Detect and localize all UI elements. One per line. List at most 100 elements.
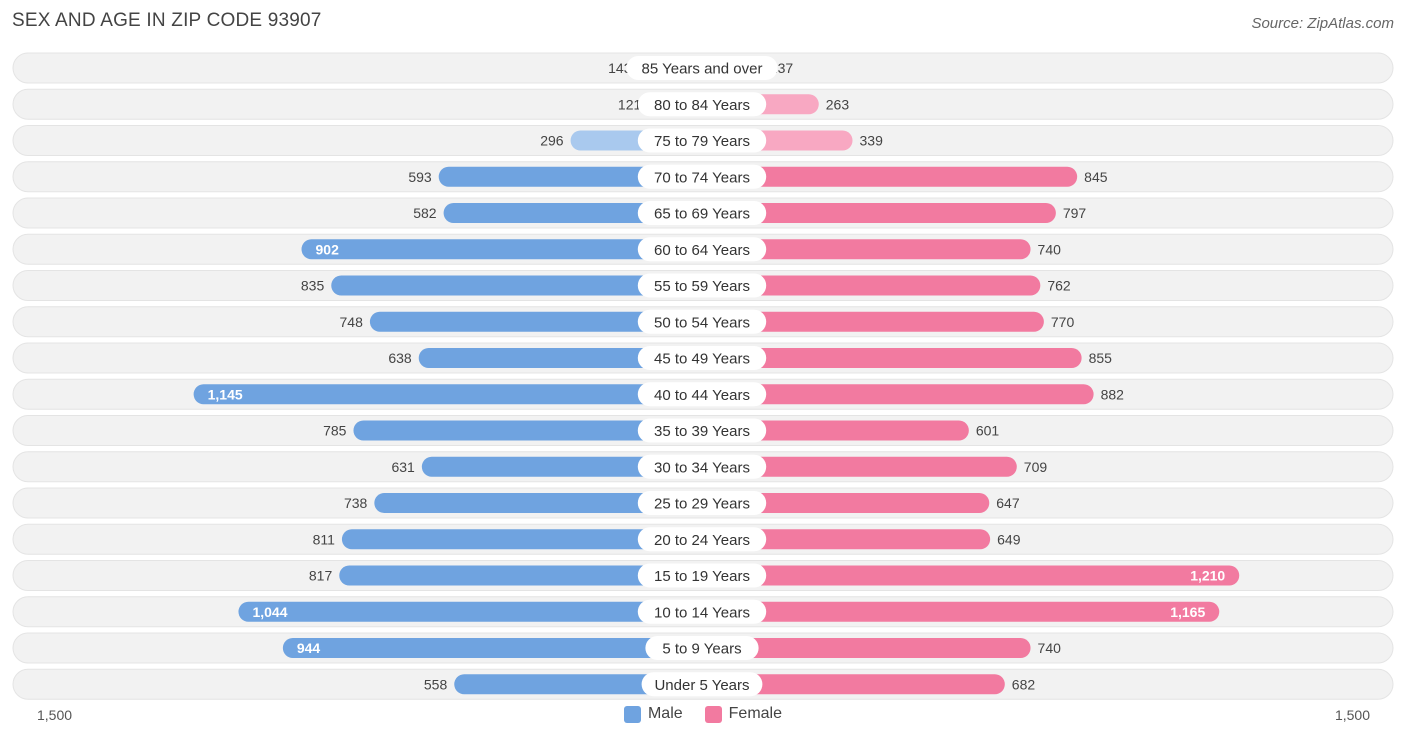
value-label-male-55-to-59-years: 835 — [301, 278, 325, 294]
value-label-male-70-to-74-years: 593 — [408, 169, 432, 185]
value-label-male-80-to-84-years: 121 — [618, 96, 642, 112]
value-label-female-75-to-79-years: 339 — [860, 133, 884, 149]
bar-male-25-to-29-years — [374, 493, 702, 513]
category-pill-under-5-years — [641, 672, 763, 697]
bar-female-70-to-74-years — [702, 166, 1078, 187]
category-label-45-to-49-years: 45 to 49 Years — [654, 351, 750, 368]
value-label-male-65-to-69-years: 582 — [413, 205, 437, 221]
legend-item-male: Male — [623, 705, 683, 723]
bar-male-55-to-59-years — [331, 275, 702, 296]
value-label-female-45-to-49-years: 855 — [1089, 350, 1113, 366]
category-pill-10-to-14-years — [637, 599, 767, 624]
legend-item-female: Female — [704, 705, 782, 723]
value-label-female-25-to-29-years: 647 — [996, 495, 1020, 511]
category-pill-20-to-24-years — [637, 527, 767, 552]
category-pill-35-to-39-years — [637, 418, 767, 443]
value-label-female-55-to-59-years: 762 — [1047, 278, 1071, 294]
category-label-55-to-59-years: 55 to 59 Years — [654, 278, 750, 295]
bar-female-50-to-54-years — [702, 311, 1044, 332]
bar-female-35-to-39-years — [702, 420, 969, 441]
category-label-65-to-69-years: 65 to 69 Years — [654, 206, 750, 223]
legend-label-male: Male — [647, 705, 683, 722]
value-label-female-70-to-74-years: 845 — [1084, 169, 1108, 185]
bar-male-40-to-44-years — [193, 384, 702, 405]
category-pill-5-to-9-years — [645, 636, 759, 660]
category-pill-45-to-49-years — [637, 346, 767, 370]
bar-male-10-to-14-years — [238, 601, 703, 622]
bar-female-5-to-9-years — [702, 638, 1031, 658]
category-label-10-to-14-years: 10 to 14 Years — [654, 604, 750, 621]
bar-female-under-5-years — [702, 674, 1005, 695]
value-label-female-30-to-34-years: 709 — [1024, 459, 1048, 475]
value-label-male-85-years-and-over: 143 — [608, 60, 632, 76]
category-pill-15-to-19-years — [637, 563, 767, 588]
category-pill-40-to-44-years — [637, 382, 767, 407]
category-pill-50-to-54-years — [637, 309, 767, 334]
bar-male-45-to-49-years — [418, 348, 702, 368]
category-pill-25-to-29-years — [637, 491, 767, 515]
value-label-female-10-to-14-years: 1,165 — [1170, 604, 1205, 620]
bar-female-10-to-14-years — [702, 601, 1220, 622]
value-label-male-30-to-34-years: 631 — [391, 459, 415, 475]
bar-female-55-to-59-years — [702, 275, 1041, 296]
category-label-35-to-39-years: 35 to 39 Years — [654, 423, 750, 440]
bar-male-20-to-24-years — [341, 529, 702, 550]
legend-swatch-male — [623, 705, 641, 723]
value-label-male-60-to-64-years: 902 — [316, 241, 340, 257]
category-label-30-to-34-years: 30 to 34 Years — [654, 459, 750, 476]
category-pill-65-to-69-years — [637, 201, 767, 225]
category-label-50-to-54-years: 50 to 54 Years — [654, 314, 750, 331]
value-label-male-15-to-19-years: 817 — [309, 568, 333, 584]
bar-female-60-to-64-years — [702, 239, 1031, 260]
value-label-male-10-to-14-years: 1,044 — [252, 604, 287, 620]
value-label-male-50-to-54-years: 748 — [340, 314, 364, 330]
value-label-female-20-to-24-years: 649 — [997, 531, 1021, 547]
value-label-male-75-to-79-years: 296 — [540, 133, 564, 149]
value-label-female-60-to-64-years: 740 — [1038, 241, 1062, 257]
category-pill-55-to-59-years — [637, 273, 767, 298]
chart-title: SEX AND AGE IN ZIP CODE 93907 — [12, 10, 322, 31]
category-label-85-years-and-over: 85 Years and over — [642, 61, 763, 78]
bar-female-40-to-44-years — [702, 384, 1094, 405]
value-label-male-45-to-49-years: 638 — [388, 350, 412, 366]
category-label-75-to-79-years: 75 to 79 Years — [654, 133, 750, 150]
bar-female-30-to-34-years — [702, 456, 1017, 477]
value-label-male-25-to-29-years: 738 — [344, 495, 368, 511]
bar-female-15-to-19-years — [702, 565, 1240, 586]
value-label-male-20-to-24-years: 811 — [313, 531, 336, 547]
category-label-5-to-9-years: 5 to 9 Years — [662, 641, 741, 658]
category-pill-80-to-84-years — [637, 92, 767, 117]
axis-label-right: 1,500 — [1334, 707, 1370, 723]
category-label-20-to-24-years: 20 to 24 Years — [654, 532, 750, 549]
bar-female-65-to-69-years — [702, 203, 1056, 223]
category-label-80-to-84-years: 80 to 84 Years — [654, 97, 750, 114]
value-label-female-under-5-years: 682 — [1012, 676, 1036, 692]
legend-swatch-female — [704, 705, 722, 723]
value-label-male-35-to-39-years: 785 — [323, 423, 347, 439]
value-label-female-50-to-54-years: 770 — [1051, 314, 1075, 330]
bar-female-20-to-24-years — [702, 529, 991, 550]
category-pill-60-to-64-years — [637, 237, 767, 262]
category-label-15-to-19-years: 15 to 19 Years — [654, 568, 750, 585]
source-label: Source: ZipAtlas.com — [1251, 15, 1394, 32]
legend: Male Female — [0, 705, 1406, 723]
bar-female-25-to-29-years — [702, 493, 990, 513]
category-label-25-to-29-years: 25 to 29 Years — [654, 496, 750, 513]
bar-male-5-to-9-years — [282, 638, 702, 658]
bar-male-30-to-34-years — [421, 456, 702, 477]
category-pill-85-years-and-over — [626, 56, 778, 80]
value-label-male-5-to-9-years: 944 — [297, 640, 321, 656]
category-label-under-5-years: Under 5 Years — [654, 677, 749, 694]
bar-male-70-to-74-years — [438, 166, 702, 187]
bar-male-15-to-19-years — [339, 565, 702, 586]
category-label-60-to-64-years: 60 to 64 Years — [654, 242, 750, 259]
bar-male-under-5-years — [454, 674, 702, 695]
axis-label-left: 1,500 — [37, 707, 73, 723]
value-label-female-40-to-44-years: 882 — [1101, 386, 1125, 402]
category-label-40-to-44-years: 40 to 44 Years — [654, 387, 750, 404]
bar-male-50-to-54-years — [369, 311, 702, 332]
value-label-male-under-5-years: 558 — [424, 676, 448, 692]
value-label-female-35-to-39-years: 601 — [976, 423, 1000, 439]
category-pill-30-to-34-years — [637, 454, 767, 479]
